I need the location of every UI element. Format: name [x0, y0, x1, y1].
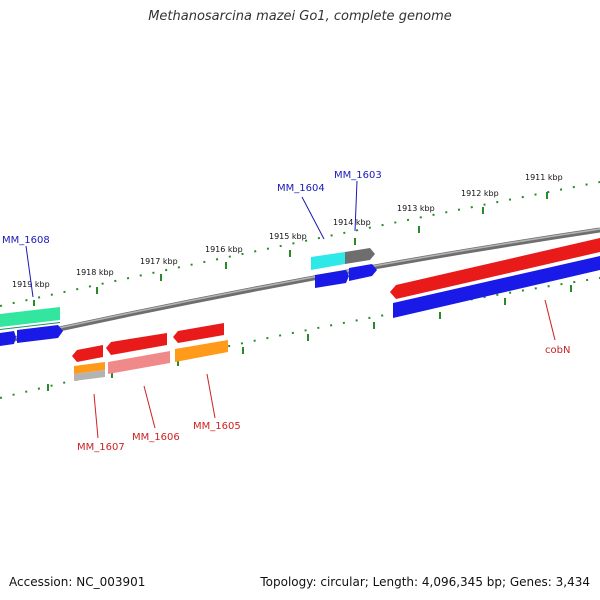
- gene-feature[interactable]: [0, 331, 16, 346]
- gene-feature[interactable]: [74, 370, 105, 381]
- map-title: Methanosarcina mazei Go1, complete genom…: [148, 9, 452, 24]
- label-connectors: [25, 180, 556, 439]
- tick-label: 1916 kbp: [205, 245, 243, 254]
- gene-label-mm1606[interactable]: MM_1606: [132, 432, 180, 443]
- lower-major-ticks: [47, 285, 572, 391]
- genome-backbone: [0, 227, 600, 345]
- genome-backbone-highlight: [0, 228, 600, 342]
- genome-summary-text: Topology: circular; Length: 4,096,345 bp…: [260, 575, 590, 589]
- gene-feature[interactable]: [0, 322, 60, 330]
- gene-feature-mm1606[interactable]: [106, 333, 167, 355]
- gene-feature-mm1605[interactable]: [175, 340, 228, 362]
- connector-mm1604: [301, 196, 325, 240]
- gene-feature[interactable]: [393, 256, 600, 318]
- gene-label-mm1605[interactable]: MM_1605: [193, 421, 241, 432]
- accession-text: Accession: NC_003901: [9, 575, 146, 589]
- gene-label-cobn[interactable]: cobN: [545, 345, 570, 356]
- tick-label: 1911 kbp: [525, 173, 563, 182]
- reverse-genes: [72, 238, 600, 381]
- gene-feature-cobn[interactable]: [390, 238, 600, 299]
- gene-feature[interactable]: [349, 264, 377, 281]
- connector-mm1606: [143, 385, 156, 429]
- gene-label-mm1604[interactable]: MM_1604: [277, 183, 325, 194]
- connector-mm1607: [93, 393, 99, 439]
- connector-mm1605: [206, 373, 216, 419]
- gene-label-mm1607[interactable]: MM_1607: [77, 442, 125, 453]
- gene-label-mm1603[interactable]: MM_1603: [334, 170, 382, 181]
- gene-feature[interactable]: [315, 270, 349, 288]
- lower-tick-track: [0, 277, 600, 399]
- tick-label: 1913 kbp: [397, 204, 435, 213]
- tick-label: 1917 kbp: [140, 257, 178, 266]
- gene-feature-mm1604[interactable]: [311, 252, 345, 270]
- gene-feature-mm1608[interactable]: [0, 307, 60, 327]
- gene-feature[interactable]: [108, 351, 170, 374]
- upper-major-ticks: [33, 192, 548, 306]
- gene-feature-mm1603[interactable]: [345, 248, 375, 264]
- tick-label: 1915 kbp: [269, 232, 307, 241]
- gene-feature-mm1607[interactable]: [72, 345, 103, 362]
- connector-cobn: [544, 299, 556, 341]
- gene-labels: MM_1608 MM_1604 MM_1603 MM_1607 MM_1606 …: [2, 170, 570, 453]
- tick-label: 1914 kbp: [333, 218, 371, 227]
- forward-genes: [0, 248, 377, 346]
- gene-label-mm1608[interactable]: MM_1608: [2, 235, 50, 246]
- tick-label: 1912 kbp: [461, 189, 499, 198]
- gene-feature[interactable]: [173, 323, 224, 343]
- tick-label: 1918 kbp: [76, 268, 114, 277]
- connector-mm1603: [354, 180, 358, 232]
- connector-mm1608: [25, 245, 34, 298]
- gene-feature[interactable]: [17, 325, 63, 343]
